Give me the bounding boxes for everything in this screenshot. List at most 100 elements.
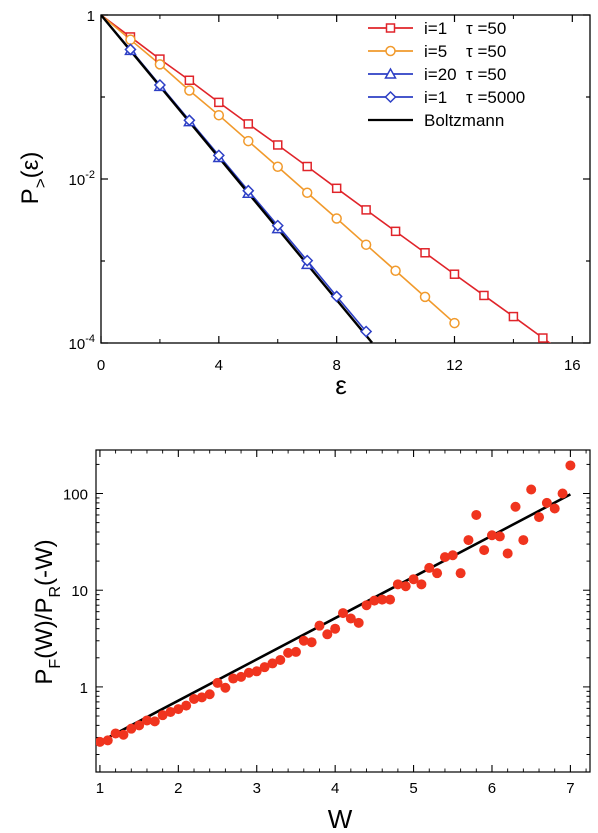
data-point <box>419 291 431 303</box>
data-point <box>236 671 247 682</box>
plot-area <box>101 15 552 343</box>
data-point <box>360 325 373 338</box>
data-point <box>565 460 576 471</box>
data-point <box>290 646 301 657</box>
plot-frame <box>100 14 591 344</box>
data-point <box>390 265 401 277</box>
x-tick-label: 0 <box>97 357 105 374</box>
data-point <box>149 716 160 727</box>
data-point <box>455 568 466 579</box>
energy-distribution-chart: 0 4 8 12 16 10-4 10-2 1 i=1 τ =50 i=5 τ =50 i=20 τ… <box>17 8 591 400</box>
data-point <box>479 290 489 301</box>
data-point <box>502 548 513 559</box>
y-tick-label: 1 <box>87 8 95 25</box>
data-point <box>538 333 548 343</box>
data-point <box>345 613 356 624</box>
data-point <box>251 666 262 677</box>
data-point <box>449 269 460 279</box>
y-axis-label: PF(W)/PR(-W) <box>31 539 64 684</box>
data-point <box>154 59 166 70</box>
fluctuation-ratio-chart: 1 2 3 4 5 6 7 1 10 100 W PF(W)/PR(-W) <box>31 449 591 833</box>
data-point <box>486 530 497 541</box>
data-point <box>330 290 343 303</box>
y-tick-label: 10-2 <box>69 169 95 189</box>
data-point <box>447 550 458 561</box>
data-point <box>479 545 490 556</box>
legend-label: Boltzmann <box>424 111 504 130</box>
x-tick-label: 4 <box>331 780 339 797</box>
data-point <box>153 78 166 92</box>
data-point <box>353 617 364 628</box>
data-point <box>361 205 371 215</box>
data-point <box>471 509 482 520</box>
svg-text:PF(W)/PR(-W): PF(W)/PR(-W) <box>31 539 64 684</box>
data-point <box>360 239 372 250</box>
x-tick-label: 1 <box>96 780 104 797</box>
data-point <box>271 219 284 232</box>
y-tick-label: 100 <box>63 487 88 504</box>
data-point <box>243 119 254 129</box>
data-point <box>165 707 176 718</box>
data-point <box>184 85 195 96</box>
data-point <box>541 497 552 508</box>
data-point <box>102 735 113 746</box>
data-point <box>463 535 474 546</box>
data-point <box>408 574 419 585</box>
data-point <box>439 552 450 563</box>
legend-label: i=20 τ =50 <box>424 65 506 84</box>
data-point <box>400 581 411 592</box>
data-point <box>243 135 254 147</box>
data-point <box>214 97 224 108</box>
data-point <box>510 501 521 512</box>
y-tick-label: 10 <box>71 583 88 600</box>
data-point <box>141 715 152 726</box>
data-point <box>385 594 396 605</box>
series-line <box>101 15 373 343</box>
data-point <box>301 187 313 198</box>
data-point <box>124 43 137 56</box>
data-point <box>118 729 129 740</box>
data-point <box>272 140 283 150</box>
data-point <box>330 623 341 634</box>
legend-label: i=1 τ =5000 <box>424 88 525 107</box>
x-axis-label: ε <box>335 370 347 400</box>
x-tick-label: 7 <box>566 780 574 797</box>
data-point <box>196 692 207 703</box>
data-point <box>331 213 342 224</box>
data-point <box>449 317 460 329</box>
data-point <box>183 114 196 127</box>
data-point <box>272 161 283 173</box>
data-point <box>134 720 145 731</box>
data-point <box>126 723 137 734</box>
data-point <box>420 248 430 258</box>
data-point <box>181 700 192 711</box>
data-point <box>518 535 529 546</box>
legend-label: i=1 τ =50 <box>424 19 506 38</box>
data-point <box>424 562 435 573</box>
data-point <box>306 637 317 648</box>
data-point <box>212 677 223 688</box>
data-point <box>243 667 254 678</box>
data-point <box>385 23 396 33</box>
data-point <box>314 620 325 631</box>
data-point <box>338 608 348 619</box>
data-point <box>204 689 215 700</box>
x-tick-label: 12 <box>446 357 463 374</box>
data-point <box>390 226 401 237</box>
data-point <box>298 635 309 646</box>
data-point <box>416 579 427 590</box>
x-tick-label: 8 <box>332 357 340 374</box>
data-point <box>213 109 225 121</box>
data-point <box>331 183 342 194</box>
data-point <box>385 45 396 57</box>
data-point <box>267 658 278 669</box>
data-point <box>432 568 443 579</box>
plot-frame <box>95 449 591 773</box>
x-axis-label: W <box>328 804 353 833</box>
data-point <box>508 311 519 322</box>
data-point <box>173 704 184 715</box>
data-point <box>377 594 388 605</box>
y-tick-label: 1 <box>80 680 88 697</box>
x-tick-label: 5 <box>409 780 417 797</box>
data-point <box>361 600 372 611</box>
